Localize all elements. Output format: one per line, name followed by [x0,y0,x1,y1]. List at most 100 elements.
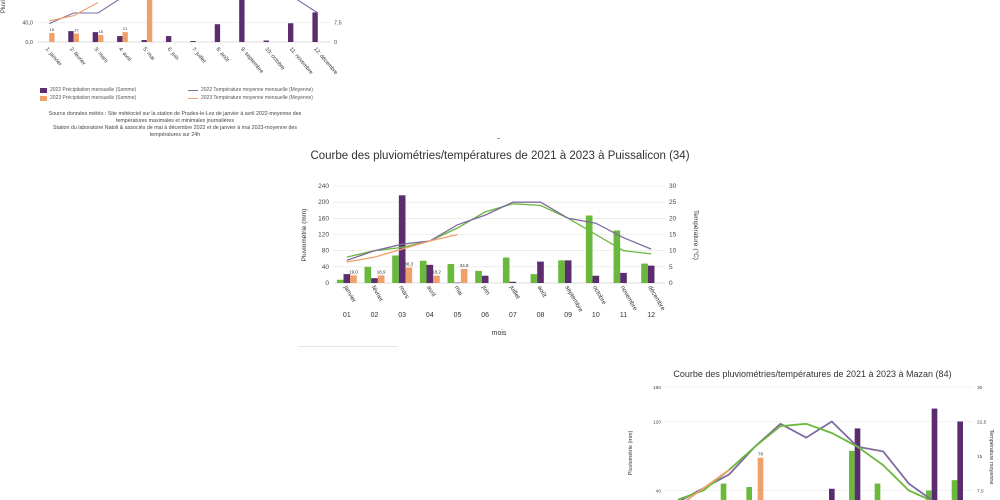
bar [620,272,627,283]
divider [298,346,398,347]
month-number: 07 [509,312,517,319]
y-tick-label: 200 [318,199,329,206]
bar [343,274,351,283]
category-label: juillet [508,284,522,301]
bar [336,279,344,283]
bar [874,483,881,500]
data-label: 18 [50,27,55,32]
bar [564,260,572,283]
category-label: août [536,285,548,299]
data-label: 21 [123,26,128,31]
series-line [677,422,933,500]
category-label: 12: décembre [312,46,338,76]
bar [426,264,434,283]
category-label: mai [453,285,464,297]
y-tick-label: 120 [318,232,329,239]
month-number: 02 [371,312,379,319]
bar [829,488,835,500]
category-label: 8: août [215,46,231,63]
y-axis-title: Pluvio [1,0,7,13]
bar [454,282,461,284]
bar [530,274,538,283]
data-label: 15 [99,29,104,34]
y-tick-label: 0 [325,280,329,287]
bar [613,230,621,283]
y-tick-label: 40 [656,489,662,495]
bar [405,267,413,283]
y-tick-label: 160 [318,215,329,222]
bar [475,270,482,283]
legend-item: 2023 Température moyenne mensuelle (Moye… [188,95,318,101]
bar [371,278,378,283]
category-label: juin [480,284,492,297]
bar [931,408,938,500]
separator-dash [497,138,500,139]
bar [849,450,855,500]
data-label: 78 [758,452,764,457]
bar [214,24,221,42]
y-axis-title: Pluviométrie (mm) [301,209,308,262]
bar [364,266,372,283]
y2-tick-label: 30 [977,385,983,391]
y2-tick-label: 10 [669,248,677,255]
data-label: 38,3 [404,262,413,267]
month-number: 01 [343,312,351,319]
bar [509,281,517,283]
category-label: 4: avril [117,46,132,62]
y2-tick-label: 0 [334,40,337,46]
category-label: 9: septembre [239,46,264,74]
bar [926,490,932,500]
data-label: 17 [74,28,79,33]
category-label: novembre [619,285,639,313]
month-number: 03 [398,312,406,319]
chart-mazan: 40 120 160 7,5 15 22,5 30 78 Pluviométrie (mm) Te… [628,385,994,500]
bar [392,255,399,283]
bar [419,260,427,283]
data-label: 19,0 [349,269,358,274]
category-label: 7: juillet [190,46,207,65]
y-tick-label: 240 [318,183,329,190]
series-line [346,233,458,263]
series-line [49,2,99,22]
y-tick-label: 160 [653,385,661,391]
bar [350,275,357,283]
bar [433,275,440,283]
bar [288,23,294,42]
bar [720,483,727,500]
category-label: 1: janvier [44,46,63,67]
bar [141,40,147,42]
data-label: 18,2 [432,270,441,275]
bar [239,0,245,42]
bar [585,215,593,283]
legend-item: 2022 Précipitation mensuelle (Somme) [40,87,170,93]
category-label: mars [397,285,410,300]
y2-axis-title: Température moyenne [988,429,994,484]
series-line [685,469,730,500]
bar [592,275,600,283]
bar [122,32,128,42]
bar [957,421,963,500]
y2-axis-title: Température (°C) [692,210,700,260]
bar [73,33,79,42]
bar [447,264,455,283]
y-tick-label: 40,0 [22,20,33,26]
bar [460,268,468,283]
bar [68,31,74,42]
bar [117,36,123,42]
month-number: 05 [454,312,462,319]
month-number: 12 [647,312,655,319]
y2-tick-label: 30 [669,183,677,190]
data-label: 18,9 [377,269,386,274]
y2-tick-label: 22,5 [977,420,987,426]
y2-tick-label: 15 [977,454,983,460]
bar [398,195,406,283]
month-number: 06 [481,312,489,319]
y-tick-label: 120 [653,420,661,426]
category-label: décembre [646,285,666,313]
bar [746,487,753,500]
bar [854,428,861,500]
y2-tick-label: 5 [669,264,673,271]
bar [641,263,648,283]
y2-tick-label: 15 [669,232,677,239]
